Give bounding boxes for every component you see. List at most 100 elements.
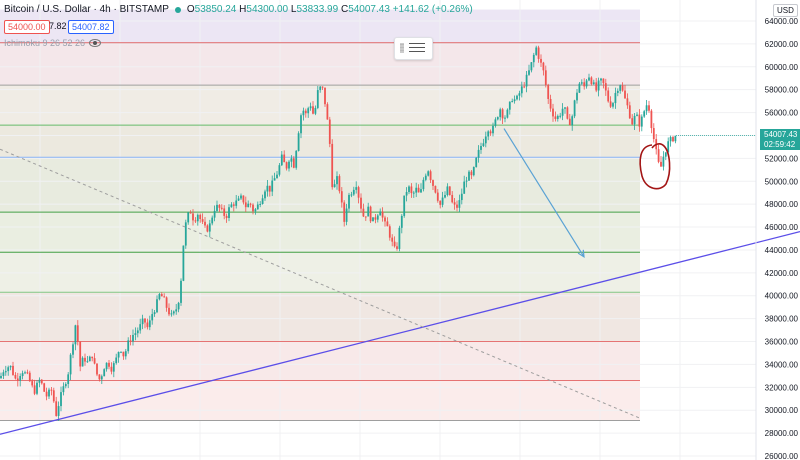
fib-band <box>0 380 640 421</box>
candle-body <box>321 86 324 88</box>
candle-body <box>441 197 444 205</box>
candle-body <box>360 197 362 209</box>
candle-body <box>261 198 264 204</box>
candle-body <box>465 180 468 182</box>
candle-body <box>297 133 300 151</box>
y-tick-label: 60000.00 <box>765 63 799 72</box>
candle-body <box>127 340 130 352</box>
dashed-trend-line <box>0 148 641 419</box>
candle-body <box>614 92 617 104</box>
candle-body <box>156 299 158 313</box>
candle-body <box>192 213 194 221</box>
candle-body <box>588 77 590 81</box>
candle-body <box>98 374 101 380</box>
candle-body <box>660 161 662 167</box>
candle-body <box>336 176 338 185</box>
candle-body <box>28 372 31 382</box>
candle-body <box>24 372 26 374</box>
candle-body <box>492 125 494 134</box>
candle-body <box>38 379 41 383</box>
candle-body <box>458 200 461 208</box>
candle-body <box>9 365 12 368</box>
candle-body <box>302 110 305 116</box>
candle-body <box>252 204 254 212</box>
candle-body <box>36 382 38 394</box>
candle-body <box>561 108 564 116</box>
sell-button[interactable]: 54000.00 <box>4 20 50 34</box>
candle-body <box>607 90 610 102</box>
candle-body <box>350 194 353 196</box>
candle-body <box>585 80 588 87</box>
candle-body <box>57 406 60 416</box>
fib-band <box>0 292 640 342</box>
y-tick-label: 44000.00 <box>765 246 799 255</box>
candle-body <box>139 324 142 331</box>
candle-body <box>463 181 466 194</box>
candle-body <box>475 157 478 167</box>
candle-body <box>288 161 290 169</box>
candle-body <box>148 320 151 328</box>
candle-body <box>345 208 348 222</box>
candle-body <box>384 217 386 222</box>
candle-body <box>312 106 314 114</box>
y-tick-label: 32000.00 <box>765 383 799 392</box>
candle-body <box>590 77 593 84</box>
candle-body <box>91 356 94 359</box>
candle-body <box>206 225 209 232</box>
candle-body <box>314 107 317 114</box>
candle-body <box>662 156 665 167</box>
buy-button[interactable]: 54007.82 <box>68 20 114 34</box>
settings-lines-icon[interactable] <box>409 43 425 55</box>
candle-body <box>134 333 137 335</box>
candle-body <box>52 390 55 402</box>
symbol-name: Bitcoin / U.S. Dollar <box>4 4 91 15</box>
candle-body <box>256 204 259 210</box>
candle-body <box>276 174 278 179</box>
y-tick-label: 50000.00 <box>765 177 799 186</box>
candle-body <box>554 116 557 119</box>
candle-body <box>451 194 454 203</box>
candle-body <box>376 215 379 220</box>
candle-body <box>480 145 482 150</box>
candle-body <box>31 381 34 386</box>
fib-band <box>0 341 640 381</box>
candle-body <box>108 362 110 367</box>
candle-body <box>417 187 420 193</box>
candle-body <box>158 294 161 300</box>
candle-body <box>669 137 672 142</box>
candle-body <box>352 189 355 195</box>
candle-body <box>494 119 497 126</box>
candle-body <box>122 351 125 357</box>
candle-body <box>470 171 473 176</box>
candle-body <box>379 211 382 216</box>
candle-body <box>96 363 98 375</box>
candle-body <box>220 207 223 209</box>
candle-body <box>624 90 626 99</box>
fib-band <box>0 42 640 86</box>
drag-handle-icon[interactable] <box>400 43 404 53</box>
candle-body <box>672 137 674 142</box>
candle-body <box>516 95 518 100</box>
last-price-label: 54007.43 02:59:42 <box>760 129 800 150</box>
candle-body <box>180 280 182 303</box>
candle-body <box>549 98 552 109</box>
candle-body <box>621 85 624 91</box>
candle-body <box>537 47 540 59</box>
candle-body <box>393 241 396 247</box>
candle-body <box>525 74 528 87</box>
currency-button[interactable]: USD <box>773 4 798 17</box>
candle-body <box>508 101 511 110</box>
symbol-title[interactable]: Bitcoin / U.S. Dollar · 4h · BITSTAMP <box>4 4 169 15</box>
eye-icon[interactable] <box>89 39 102 47</box>
candle-body <box>338 176 341 192</box>
candle-body <box>153 312 156 315</box>
candle-body <box>285 162 288 169</box>
candle-body <box>444 194 446 198</box>
candle-body <box>93 358 96 364</box>
candle-body <box>165 297 168 308</box>
fib-band <box>0 252 640 293</box>
candle-body <box>228 207 230 219</box>
drawing-toolbar[interactable] <box>394 37 433 60</box>
open-value: 53850.24 <box>194 4 237 15</box>
